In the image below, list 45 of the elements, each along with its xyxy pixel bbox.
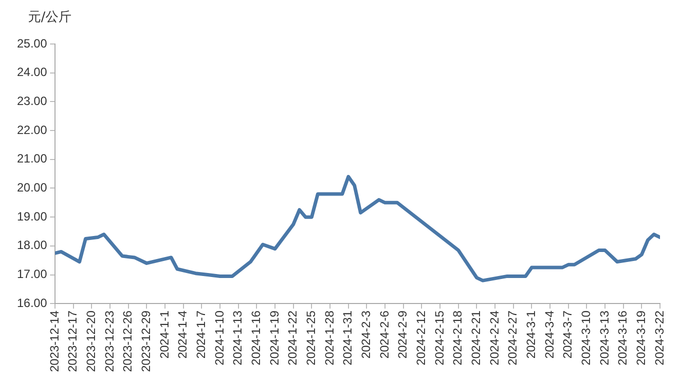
- y-tick-label: 17.00: [17, 267, 48, 282]
- x-tick-label: 2024-2-21: [468, 310, 483, 366]
- x-tick-label: 2024-1-10: [212, 310, 226, 366]
- x-tick-label: 2024-3-1: [524, 310, 538, 359]
- x-tick-label: 2024-1-4: [176, 310, 190, 359]
- x-tick-label: 2024-3-4: [542, 310, 556, 359]
- x-tick-label: 2024-1-28: [322, 310, 336, 366]
- x-tick-label: 2024-2-6: [377, 310, 392, 359]
- x-tick-label: 2024-2-9: [396, 310, 410, 359]
- x-tick-label: 2024-1-25: [304, 310, 318, 366]
- x-tick-label: 2023-12-20: [84, 310, 98, 372]
- x-tick-label: 2024-1-31: [340, 310, 355, 366]
- x-tick-label: 2024-3-22: [652, 310, 666, 366]
- x-tick-label: 2024-3-13: [597, 310, 612, 366]
- y-tick-label: 16.00: [17, 296, 48, 310]
- x-tick-label: 2024-2-18: [450, 310, 465, 366]
- y-tick-label: 23.00: [17, 94, 48, 108]
- x-tick-label: 2024-1-1: [157, 310, 172, 359]
- y-tick-label: 22.00: [17, 122, 48, 137]
- x-tick-label: 2024-2-24: [487, 310, 502, 366]
- x-tick-label: 2024-3-7: [560, 310, 575, 359]
- x-tick-label: 2023-12-17: [66, 310, 80, 372]
- x-tick-label: 2024-3-16: [616, 310, 630, 366]
- x-tick-label: 2023-12-29: [139, 310, 154, 372]
- y-tick-label: 18.00: [17, 238, 48, 252]
- x-tick-label: 2023-12-14: [47, 310, 62, 372]
- x-tick-label: 2024-1-22: [286, 310, 300, 366]
- x-tick-label: 2024-3-19: [634, 310, 648, 366]
- x-tick-label: 2024-1-13: [230, 310, 245, 366]
- x-tick-label: 2024-2-27: [506, 310, 520, 366]
- y-tick-label: 20.00: [17, 180, 48, 195]
- y-axis-title: 元/公斤: [28, 9, 72, 26]
- y-tick-label: 25.00: [17, 36, 48, 50]
- x-tick-label: 2024-1-7: [194, 310, 208, 359]
- y-tick-label: 21.00: [17, 152, 48, 166]
- x-tick-label: 2024-2-15: [432, 310, 446, 366]
- x-tick-label: 2024-3-10: [578, 310, 593, 366]
- x-tick-label: 2024-1-19: [267, 310, 282, 366]
- x-tick-label: 2024-2-3: [358, 310, 373, 359]
- y-tick-label: 24.00: [17, 65, 48, 80]
- x-tick-label: 2023-12-23: [102, 310, 116, 372]
- x-tick-label: 2024-2-12: [414, 310, 428, 366]
- x-tick-label: 2024-1-16: [249, 310, 263, 366]
- y-tick-label: 19.00: [17, 209, 48, 224]
- x-tick-label: 2023-12-26: [120, 310, 135, 372]
